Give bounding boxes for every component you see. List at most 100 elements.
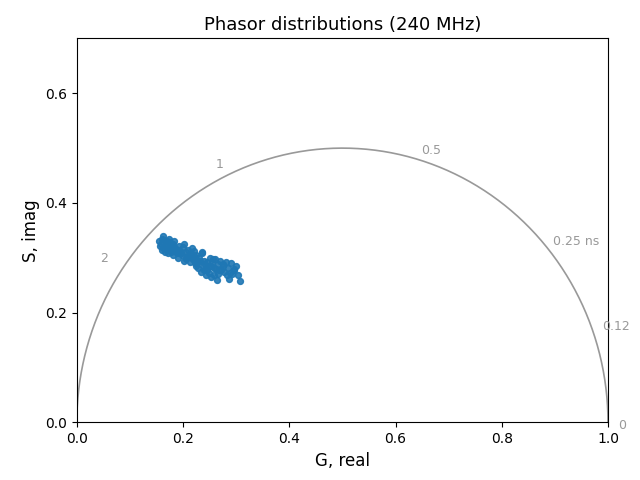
Point bbox=[232, 272, 243, 279]
Point bbox=[195, 268, 205, 276]
Point bbox=[157, 235, 167, 242]
Point bbox=[154, 242, 164, 250]
Point bbox=[173, 254, 184, 262]
Text: 2: 2 bbox=[100, 252, 108, 265]
Point bbox=[161, 239, 171, 247]
Point bbox=[205, 262, 216, 270]
Point bbox=[189, 247, 199, 255]
Point bbox=[186, 244, 196, 252]
Point bbox=[227, 270, 237, 278]
Point bbox=[202, 258, 212, 266]
Point bbox=[196, 250, 207, 257]
Text: 0.5: 0.5 bbox=[420, 144, 441, 157]
Point bbox=[220, 268, 230, 276]
Point bbox=[172, 250, 182, 257]
Point bbox=[164, 235, 174, 242]
Point bbox=[207, 260, 218, 267]
Point bbox=[201, 272, 211, 279]
Point bbox=[207, 255, 218, 263]
Point bbox=[235, 277, 245, 285]
X-axis label: G, real: G, real bbox=[315, 452, 370, 469]
Point bbox=[170, 247, 180, 255]
Point bbox=[173, 246, 183, 253]
Point bbox=[216, 266, 227, 274]
Point bbox=[189, 260, 200, 267]
Point bbox=[202, 266, 212, 274]
Point bbox=[171, 246, 181, 253]
Point bbox=[157, 246, 168, 253]
Point bbox=[231, 262, 241, 270]
Point bbox=[218, 262, 228, 270]
Text: 0.12: 0.12 bbox=[602, 320, 630, 333]
Point bbox=[175, 247, 186, 255]
Point bbox=[221, 272, 232, 279]
Point bbox=[161, 242, 171, 250]
Point bbox=[168, 240, 179, 248]
Point bbox=[209, 264, 219, 272]
Point bbox=[157, 232, 168, 240]
Point bbox=[191, 251, 202, 259]
Point bbox=[166, 249, 177, 256]
Point bbox=[163, 250, 173, 257]
Point bbox=[165, 243, 175, 251]
Point bbox=[158, 244, 168, 252]
Point bbox=[191, 262, 201, 270]
Text: 0.25 ns: 0.25 ns bbox=[552, 235, 599, 248]
Point bbox=[193, 264, 204, 272]
Point bbox=[200, 261, 211, 268]
Point bbox=[166, 244, 176, 252]
Point bbox=[164, 239, 175, 246]
Point bbox=[215, 257, 225, 264]
Point bbox=[182, 253, 192, 261]
Point bbox=[197, 249, 207, 256]
Point bbox=[173, 242, 184, 250]
Point bbox=[223, 275, 234, 283]
Point bbox=[190, 253, 200, 261]
Point bbox=[177, 251, 187, 259]
Point bbox=[162, 238, 172, 245]
Point bbox=[168, 251, 178, 259]
Title: Phasor distributions (240 MHz): Phasor distributions (240 MHz) bbox=[204, 16, 481, 34]
Point bbox=[181, 255, 191, 263]
Point bbox=[210, 255, 220, 263]
Point bbox=[177, 250, 187, 257]
Point bbox=[193, 257, 203, 264]
Point bbox=[213, 270, 223, 278]
Point bbox=[170, 244, 180, 252]
Point bbox=[154, 238, 164, 245]
Point bbox=[179, 240, 189, 248]
Point bbox=[160, 249, 170, 256]
Point bbox=[184, 251, 195, 259]
Point bbox=[178, 243, 188, 251]
Point bbox=[211, 265, 221, 273]
Text: 0: 0 bbox=[619, 419, 627, 432]
Point bbox=[195, 257, 205, 264]
Point bbox=[226, 260, 236, 267]
Point bbox=[194, 254, 204, 262]
Point bbox=[198, 262, 209, 270]
Point bbox=[204, 269, 214, 277]
Point bbox=[204, 262, 214, 270]
Point bbox=[206, 273, 216, 281]
Point bbox=[188, 255, 198, 263]
Text: 1: 1 bbox=[215, 158, 223, 171]
Point bbox=[218, 261, 228, 268]
Point bbox=[186, 250, 196, 257]
Point bbox=[229, 265, 239, 273]
Point bbox=[228, 266, 239, 274]
Point bbox=[167, 243, 177, 251]
Point bbox=[169, 238, 179, 245]
Point bbox=[188, 255, 198, 263]
Point bbox=[159, 237, 170, 244]
Point bbox=[223, 264, 234, 272]
Point bbox=[179, 257, 189, 264]
Point bbox=[156, 240, 166, 248]
Point bbox=[205, 254, 215, 262]
Point bbox=[185, 258, 195, 266]
Point bbox=[214, 266, 224, 274]
Point bbox=[192, 258, 202, 266]
Y-axis label: S, imag: S, imag bbox=[22, 199, 40, 262]
Point bbox=[182, 253, 193, 261]
Point bbox=[183, 246, 193, 253]
Point bbox=[198, 266, 209, 274]
